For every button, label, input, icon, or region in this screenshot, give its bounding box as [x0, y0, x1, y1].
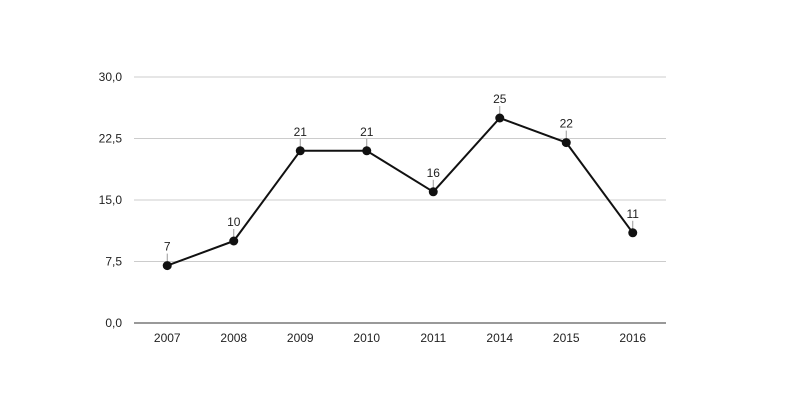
data-point: [295, 146, 305, 156]
data-label: 11: [627, 207, 640, 221]
x-tick-label: 2014: [486, 331, 513, 345]
data-label: 21: [294, 125, 308, 139]
data-label: 7: [164, 240, 171, 254]
y-axis-tick-labels: 0,0 7,5 15,0 22,5 30,0: [99, 70, 123, 330]
data-label: 10: [227, 215, 241, 229]
x-tick-label: 2016: [619, 331, 646, 345]
x-tick-label: 2007: [154, 331, 181, 345]
x-tick-label: 2015: [553, 331, 580, 345]
data-point: [561, 138, 571, 148]
data-label: 16: [427, 166, 441, 180]
data-label: 22: [560, 117, 574, 131]
y-tick-label: 30,0: [99, 70, 123, 84]
data-labels: 7 10 21 21 16 25 22 11: [164, 92, 639, 254]
x-tick-label: 2011: [420, 331, 446, 345]
data-point: [428, 187, 438, 197]
x-axis-tick-labels: 2007 2008 2009 2010 2011 2014 2015 2016: [154, 331, 647, 345]
gridlines: [134, 76, 666, 262]
data-label: 25: [493, 92, 507, 106]
y-tick-label: 7,5: [105, 255, 122, 269]
data-point: [162, 261, 172, 271]
data-point: [362, 146, 372, 156]
x-tick-label: 2009: [287, 331, 314, 345]
data-point: [229, 236, 239, 246]
data-markers: [162, 113, 638, 271]
x-tick-label: 2008: [220, 331, 247, 345]
data-label: 21: [360, 125, 374, 139]
series-line: [166, 117, 634, 267]
data-point: [495, 113, 505, 123]
y-tick-label: 22,5: [99, 132, 123, 146]
y-tick-label: 0,0: [105, 316, 122, 330]
data-point: [628, 228, 638, 238]
x-tick-label: 2010: [353, 331, 380, 345]
y-tick-label: 15,0: [99, 193, 123, 207]
